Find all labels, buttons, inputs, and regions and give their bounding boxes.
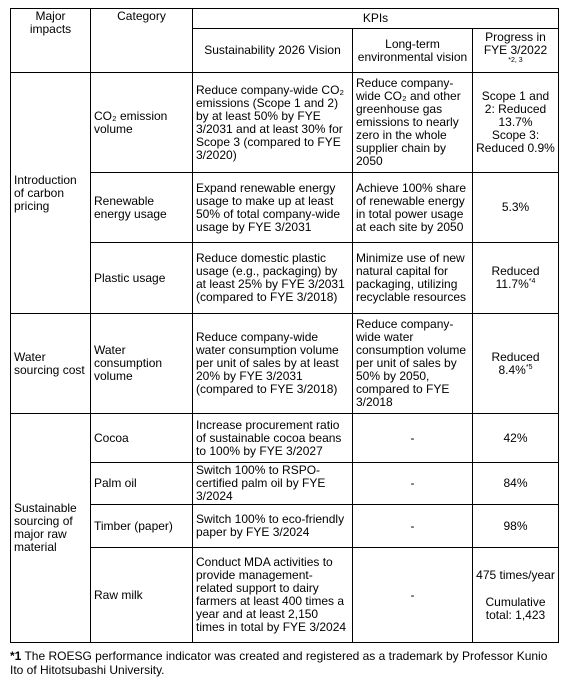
- long-term-cell: -: [352, 413, 473, 463]
- table-row: Plastic usage Reduce domestic plastic usa…: [11, 242, 559, 314]
- progress-value: 98%: [503, 518, 528, 533]
- footnote: *1 The ROESG performance indicator was c…: [10, 649, 558, 677]
- vision-cell: Reduce domestic plastic usage (e.g., pac…: [192, 242, 353, 314]
- header-cell: Category: [90, 8, 193, 73]
- category-cell: Plastic usage: [90, 242, 193, 314]
- progress-value: Scope 1 and 2: Reduced 13.7%: [481, 89, 550, 129]
- progress-cell: 84%: [472, 462, 559, 505]
- progress-value: 42%: [503, 430, 528, 445]
- table-row: Water sourcing cost Water consumption vol…: [10, 313, 559, 414]
- progress-value: Reduced 11.7%: [491, 264, 540, 291]
- category-cell: Renewable energy usage: [90, 172, 193, 243]
- kpi-table: Major impacts Category KPIs Sustainabili…: [10, 8, 559, 643]
- progress-cell: 98%: [472, 504, 559, 548]
- category-cell: Timber (paper): [90, 504, 193, 548]
- progress-text: Reduced 11.7%*4: [476, 265, 555, 291]
- progress-text: Scope 3: Reduced 0.9%: [476, 129, 555, 155]
- vision-cell: Switch 100% to RSPO-certified palm oil b…: [192, 462, 353, 505]
- table-row: Timber (paper) Switch 100% to eco-friendl…: [11, 504, 559, 548]
- note: *4: [528, 278, 536, 285]
- header-cell: Sustainability 2026 Vision: [192, 28, 353, 73]
- category-cell: Palm oil: [90, 462, 193, 505]
- table-row: Renewable energy usage Expand renewable e…: [11, 172, 559, 243]
- note: *5: [525, 363, 533, 371]
- progress-text: 42%: [476, 430, 555, 445]
- vision-cell: Reduce company-wide water consumption vo…: [192, 313, 353, 414]
- progress-value: 5.3%: [501, 200, 530, 214]
- header-text: Progress in FYE 3/2022: [483, 30, 548, 57]
- table-row: Palm oil Switch 100% to RSPO-certified pa…: [11, 462, 559, 505]
- footnote-mark: *1: [10, 649, 22, 663]
- long-term-cell: -: [352, 547, 473, 643]
- vision-cell: Reduce company-wide CO₂ emissions (Scope…: [192, 72, 353, 173]
- long-term-cell: Minimize use of new natural capital for …: [352, 242, 473, 314]
- vision-cell: Conduct MDA activities to provide manage…: [192, 547, 353, 643]
- header-cell: Progress in FYE 3/2022 *2, 3: [472, 28, 559, 73]
- progress-text: 5.3%: [476, 201, 555, 214]
- table-row: Raw milk Conduct MDA activities to provid…: [11, 547, 559, 643]
- progress-cell: 42%: [472, 413, 559, 463]
- category-cell: CO₂ emission volume: [90, 72, 193, 173]
- document: Major impacts Category KPIs Sustainabili…: [10, 8, 559, 677]
- category-cell: Water consumption volume: [90, 313, 193, 414]
- progress-text: 475 times/year: [476, 567, 555, 582]
- table-row: Introduction of carbon pricing CO₂ emissi…: [10, 72, 559, 314]
- progress-cell: 475 times/year Cumulative total: 1,423: [472, 547, 559, 643]
- progress-text: Reduced 8.4%*5: [476, 349, 555, 377]
- vision-cell: Expand renewable energy usage to make up…: [192, 172, 353, 243]
- progress-text: 98%: [476, 518, 555, 533]
- progress-cell: Reduced 11.7%*4: [472, 242, 559, 314]
- long-term-cell: Achieve 100% share of renewable energy i…: [352, 172, 473, 243]
- progress-value: Scope 3: Reduced 0.9%: [476, 128, 555, 155]
- table-row: Sustainable sourcing of major raw materi…: [10, 413, 559, 643]
- impact-cell: Introduction of carbon pricing: [10, 72, 91, 314]
- long-term-cell: Reduce company-wide water consumption vo…: [352, 313, 473, 414]
- header-cell: Long-term environmental vision: [352, 28, 473, 73]
- header-cell: Major impacts: [10, 8, 91, 73]
- progress-cell: 5.3%: [472, 172, 559, 243]
- progress-text: Cumulative total: 1,423: [476, 594, 555, 622]
- category-cell: Raw milk: [90, 547, 193, 643]
- progress-cell: Scope 1 and 2: Reduced 13.7% Scope 3: Red…: [472, 72, 559, 173]
- long-term-cell: Reduce company-wide CO₂ and other greenh…: [352, 72, 473, 173]
- progress-cell: Reduced 8.4%*5: [472, 313, 559, 414]
- long-term-cell: -: [352, 504, 473, 548]
- vision-cell: Switch 100% to eco-friendly paper by FYE…: [192, 504, 353, 548]
- impact-cell: Water sourcing cost: [10, 313, 91, 414]
- footnote-text: The ROESG performance indicator was crea…: [10, 649, 548, 677]
- header-cell: KPIs: [192, 8, 559, 29]
- progress-text: 84%: [476, 477, 555, 490]
- progress-value: Reduced 8.4%: [491, 349, 540, 377]
- progress-value: Cumulative total: 1,423: [485, 594, 546, 622]
- impact-cell: Sustainable sourcing of major raw materi…: [10, 413, 91, 643]
- long-term-cell: -: [352, 462, 473, 505]
- vision-cell: Increase procurement ratio of sustainabl…: [192, 413, 353, 463]
- progress-value: 84%: [503, 476, 528, 490]
- note: *2, 3: [508, 57, 523, 64]
- progress-text: Scope 1 and 2: Reduced 13.7%: [476, 90, 555, 129]
- progress-value: 475 times/year: [476, 567, 555, 582]
- category-cell: Cocoa: [90, 413, 193, 463]
